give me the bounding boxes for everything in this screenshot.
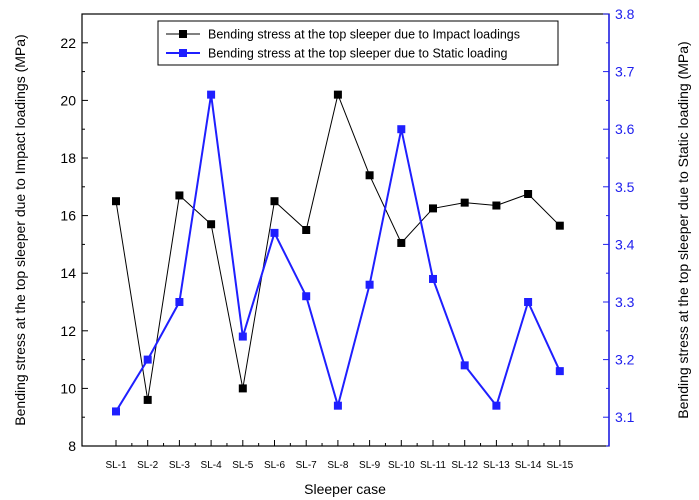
x-tick-label: SL-1	[105, 460, 127, 471]
impact-point	[555, 221, 564, 230]
static-point	[397, 125, 406, 134]
left-tick-label: 8	[68, 438, 76, 454]
impact-point	[460, 198, 469, 207]
impact-point	[175, 191, 184, 200]
legend-label-static: Bending stress at the top sleeper due to…	[208, 47, 508, 61]
legend: Bending stress at the top sleeper due to…	[157, 20, 559, 66]
x-tick-label: SL-9	[359, 460, 381, 471]
x-tick-label: SL-2	[137, 460, 159, 471]
static-point	[429, 274, 437, 283]
static-point	[333, 401, 342, 410]
x-tick-label: SL-5	[232, 460, 254, 471]
impact-point	[302, 226, 311, 234]
left-axis-ticks: 8 10 12 14 16 18 20 22	[60, 13, 88, 454]
legend-marker-impact	[179, 30, 187, 38]
right-tick-label: 3.1	[615, 409, 635, 425]
x-tick-label: SL-3	[169, 460, 191, 471]
static-point	[460, 361, 469, 370]
static-point	[270, 228, 279, 237]
left-tick-label: 16	[60, 208, 76, 224]
x-tick-label: SL-15	[546, 460, 573, 471]
left-tick-label: 10	[60, 380, 76, 396]
impact-point	[365, 171, 374, 180]
static-point	[175, 298, 184, 306]
static-point	[492, 401, 501, 410]
impact-point	[429, 204, 437, 213]
left-tick-label: 18	[60, 150, 76, 166]
static-point	[143, 355, 152, 364]
series-line-impact	[115, 92, 561, 400]
static-point	[238, 332, 247, 341]
right-tick-label: 3.7	[615, 64, 635, 80]
impact-point	[524, 190, 533, 198]
legend-marker-static	[179, 49, 187, 57]
left-tick-label: 14	[60, 265, 76, 281]
right-tick-label: 3.2	[615, 352, 635, 368]
x-tick-label: SL-6	[264, 460, 286, 471]
legend-box	[157, 20, 559, 66]
series-layer	[112, 90, 564, 416]
static-point	[207, 90, 216, 99]
left-tick-label: 20	[60, 92, 76, 108]
impact-point	[270, 197, 279, 206]
right-tick-label: 3.5	[615, 179, 635, 195]
static-point	[555, 367, 564, 376]
x-tick-label: SL-7	[296, 460, 318, 471]
x-tick-label: SL-10	[388, 460, 415, 471]
impact-point	[492, 201, 501, 210]
impact-point	[238, 384, 247, 393]
static-point	[112, 407, 120, 416]
right-tick-label: 3.8	[615, 6, 635, 22]
legend-label-impact: Bending stress at the top sleeper due to…	[208, 28, 520, 42]
right-tick-label: 3.3	[615, 294, 635, 310]
x-tick-label: SL-13	[483, 460, 510, 471]
left-tick-label: 22	[60, 35, 76, 51]
static-point	[524, 298, 533, 306]
left-axis-title: Bending stress at the top sleeper due to…	[12, 34, 28, 425]
impact-point	[333, 90, 342, 99]
impact-point	[112, 197, 120, 206]
series-line-static	[115, 94, 561, 412]
impact-point	[207, 220, 216, 229]
x-tick-label: SL-11	[420, 460, 446, 471]
impact-point	[397, 238, 406, 247]
impact-point	[143, 395, 152, 404]
right-axis-ticks: 3.1 3.2 3.3 3.4 3.5 3.6 3.7 3.8	[603, 6, 635, 447]
static-point	[302, 292, 311, 301]
left-tick-label: 12	[60, 323, 76, 339]
plot-frame	[81, 13, 610, 447]
static-point	[365, 280, 374, 289]
x-tick-label: SL-12	[451, 460, 478, 471]
right-axis-title: Bending stress at the top sleeper due to…	[675, 41, 691, 418]
right-tick-label: 3.6	[615, 121, 635, 137]
x-tick-label: SL-8	[327, 460, 349, 471]
x-tick-label: SL-4	[201, 460, 223, 471]
x-axis-title: Sleeper case	[304, 481, 386, 497]
right-tick-label: 3.4	[615, 236, 635, 252]
x-axis-ticks: SL-1 SL-2 SL-3 SL-4 SL-5 SL-6 SL-7 SL-8 SL-9 SL-1…	[105, 440, 574, 471]
x-tick-label: SL-14	[515, 460, 542, 471]
